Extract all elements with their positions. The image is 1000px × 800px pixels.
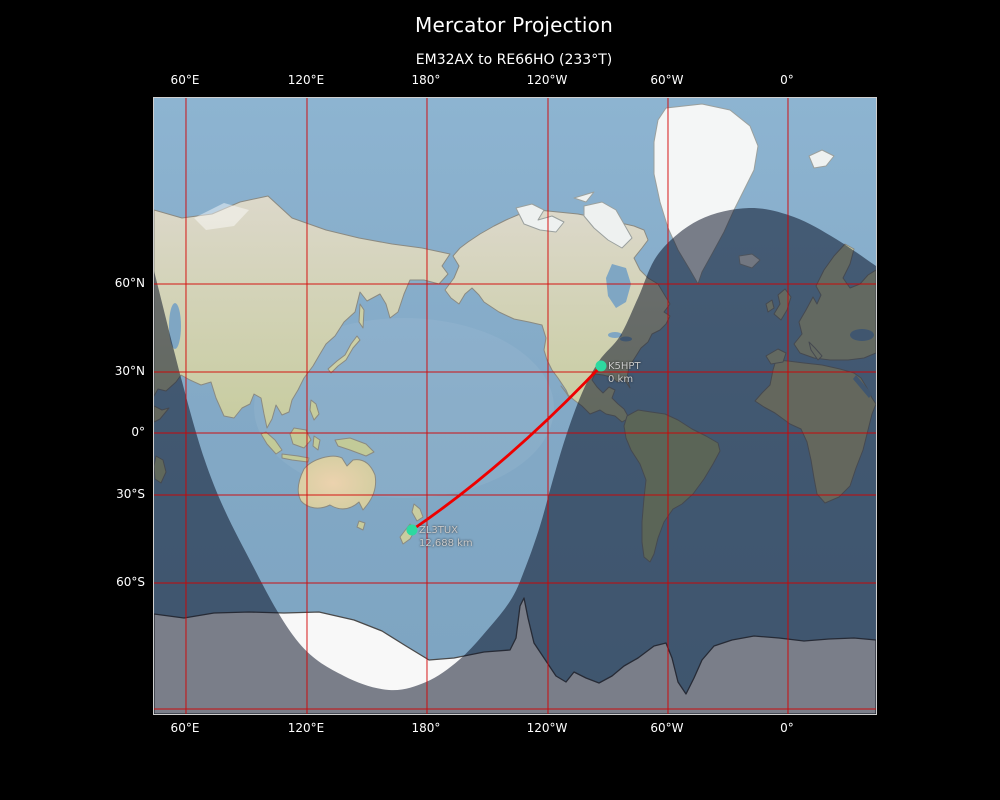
caspian-sea <box>169 303 181 349</box>
page-subtitle: EM32AX to RE66HO (233°T) <box>415 52 613 68</box>
x-tick-top: 120°W <box>526 73 568 87</box>
station-distance: 12,688 km <box>418 537 473 549</box>
station-label-zl3tux: ZL3TUX 12,688 km <box>419 525 473 550</box>
x-tick-bottom: 60°E <box>170 721 200 735</box>
great-lakes <box>608 332 622 338</box>
siberia-snow-patch <box>194 203 249 230</box>
landmass-asia <box>154 195 451 429</box>
x-tick-top: 60°W <box>650 73 684 87</box>
station-markers <box>406 360 607 536</box>
graticule-gridlines <box>154 98 876 714</box>
hudson-bay <box>606 264 631 308</box>
x-tick-top: 0° <box>780 73 794 87</box>
great-circle-path <box>410 364 603 532</box>
station-label-k5hpt: K5HPT 0 km <box>608 361 641 386</box>
landmass-arctic-islands-west <box>515 203 565 233</box>
landmass-nz-north-island <box>411 503 424 522</box>
night-terminator-overlay <box>154 207 876 714</box>
x-tick-top: 120°E <box>287 73 325 87</box>
landmass-sakhalin <box>358 303 365 329</box>
y-tick-left: 0° <box>131 424 145 439</box>
y-tick-left: 30°N <box>114 363 145 378</box>
y-tick-left: 30°S <box>116 487 145 501</box>
station-callsign: ZL3TUX <box>418 525 459 536</box>
landmass-philippines <box>309 399 320 421</box>
landmass-new-guinea <box>334 437 375 457</box>
landmass-ellesmere <box>573 191 595 203</box>
x-tick-top: 60°E <box>170 73 200 87</box>
landmass-svalbard <box>808 149 835 169</box>
y-tick-left: 60°S <box>116 574 145 589</box>
station-callsign: K5HPT <box>607 361 641 373</box>
x-tick-bottom: 60°W <box>650 721 684 735</box>
x-tick-bottom: 0° <box>780 721 794 735</box>
x-tick-top: 180° <box>411 73 441 87</box>
landmass-baffin <box>583 201 633 249</box>
world-map-svg <box>154 98 876 714</box>
page-title: Mercator Projection <box>415 13 613 37</box>
map-plot-area: K5HPT 0 km ZL3TUX 12,688 km <box>153 97 877 715</box>
landmass-australia <box>297 455 377 511</box>
station-marker-k5hpt <box>595 360 607 372</box>
ocean-shading <box>254 318 554 498</box>
landmass-java <box>281 453 310 463</box>
x-tick-bottom: 120°E <box>287 721 325 735</box>
y-tick-left: 60°N <box>114 275 145 290</box>
station-distance: 0 km <box>607 373 634 385</box>
station-marker-zl3tux <box>406 524 418 536</box>
landmass-sulawesi <box>312 435 321 451</box>
landmass-sumatra <box>260 431 283 455</box>
landmass-tasmania <box>356 520 366 531</box>
landmass-japan <box>327 335 361 374</box>
x-tick-bottom: 180° <box>411 721 441 735</box>
x-tick-bottom: 120°W <box>526 721 568 735</box>
